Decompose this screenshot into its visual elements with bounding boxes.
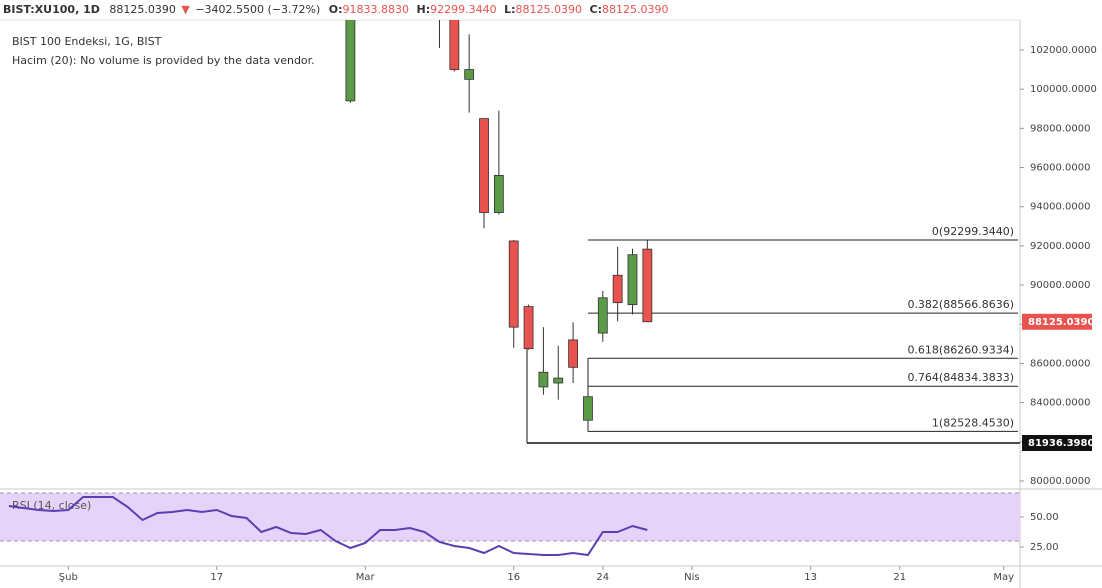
y-tick-label: 86000.0000 <box>1030 358 1090 369</box>
x-tick-label: Şub <box>59 572 78 583</box>
c-label: C: <box>590 3 602 16</box>
c-value: 88125.0390 <box>602 3 668 16</box>
candle-body <box>479 118 489 213</box>
axes: 80000.000082000.000084000.000086000.0000… <box>59 45 1097 583</box>
y-tick-label: 96000.0000 <box>1030 163 1090 174</box>
change: −3402.5500 (−3.72%) <box>195 3 320 16</box>
y-tick-label: 98000.0000 <box>1030 123 1090 134</box>
l-value: 88125.0390 <box>516 3 582 16</box>
candle-body <box>538 371 549 388</box>
y-tick-label: 102000.0000 <box>1030 45 1097 56</box>
y-tick-label: 100000.0000 <box>1030 84 1097 95</box>
y-tick-label: 92000.0000 <box>1030 241 1090 252</box>
fib-label: 0.382(88566.8636) <box>907 298 1014 311</box>
symbol: BIST:XU100, 1D <box>3 3 100 16</box>
candle-body <box>508 240 519 328</box>
y-tick-label: 84000.0000 <box>1030 398 1090 409</box>
y-tick-label: 25.00 <box>1030 542 1059 553</box>
arrow: ▼ <box>181 3 190 16</box>
x-tick-label: 24 <box>596 572 609 583</box>
y-tick-label: 90000.0000 <box>1030 280 1090 291</box>
low-line-label: 81936.3980 <box>1028 438 1094 449</box>
header: BIST:XU100, 1D 88125.0390 ▼ −3402.5500 (… <box>3 3 668 16</box>
fib-label: 0(92299.3440) <box>932 225 1014 238</box>
h-value: 92299.3440 <box>430 3 496 16</box>
y-tick-label: 80000.0000 <box>1030 476 1090 487</box>
o-label: O: <box>329 3 343 16</box>
candle-body <box>523 306 534 350</box>
fib-label: 0.618(86260.9334) <box>907 343 1014 356</box>
rsi-line <box>8 496 648 557</box>
legend-title: BIST 100 Endeksi, 1G, BIST <box>12 35 162 48</box>
candle-body <box>553 377 564 384</box>
rsi-band <box>0 493 1020 541</box>
x-tick-label: 13 <box>804 572 817 583</box>
candle-body <box>345 20 356 102</box>
o-value: 91833.8830 <box>343 3 409 16</box>
fib-label: 1(82528.4530) <box>932 416 1014 429</box>
candle-body <box>612 274 623 304</box>
h-label: H: <box>417 3 431 16</box>
x-tick-label: 16 <box>507 572 520 583</box>
fib-label: 0.764(84834.3833) <box>907 371 1014 384</box>
rsi-pane: RSI (14, close) <box>0 492 1020 557</box>
last-price-label: 88125.0390 <box>1028 317 1094 328</box>
x-tick-label: Mar <box>356 572 376 583</box>
l-label: L: <box>504 3 515 16</box>
price-pane: 0(92299.3440) 0.382(88566.8636) 0.618(8626… <box>345 20 1020 444</box>
last-price-box <box>1022 313 1092 330</box>
x-tick-label: May <box>993 572 1014 583</box>
candle-body <box>583 396 593 421</box>
y-tick-label: 50.00 <box>1030 512 1059 523</box>
candle-body <box>642 248 653 323</box>
x-tick-label: 21 <box>893 572 906 583</box>
x-tick-label: Nis <box>684 572 699 583</box>
legend-volume: Hacim (20): No volume is provided by the… <box>12 54 315 67</box>
low-line-box <box>1022 435 1092 452</box>
candle-body <box>464 69 475 80</box>
x-tick-label: 17 <box>210 572 223 583</box>
price: 88125.0390 <box>109 3 175 16</box>
candle-body <box>627 254 638 306</box>
y-tick-label: 94000.0000 <box>1030 202 1090 213</box>
candle-body <box>597 297 608 334</box>
candle-body <box>449 20 460 70</box>
candle-body <box>493 174 504 213</box>
candle-body <box>568 339 579 368</box>
